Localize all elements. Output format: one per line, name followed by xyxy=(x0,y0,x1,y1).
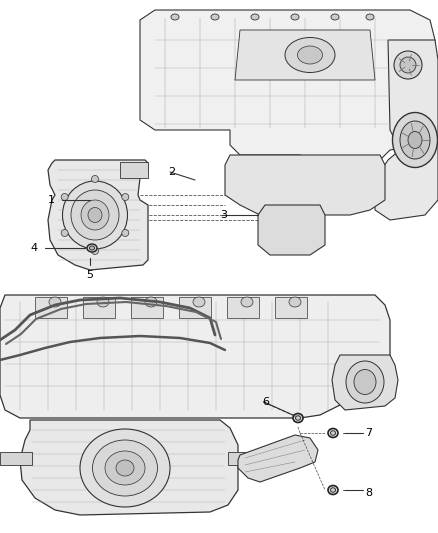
Ellipse shape xyxy=(331,14,339,20)
Ellipse shape xyxy=(63,181,127,249)
Ellipse shape xyxy=(193,297,205,307)
Ellipse shape xyxy=(105,451,145,485)
Ellipse shape xyxy=(289,297,301,307)
Polygon shape xyxy=(275,297,307,318)
Ellipse shape xyxy=(241,297,253,307)
Ellipse shape xyxy=(92,440,158,496)
Ellipse shape xyxy=(61,193,68,200)
Ellipse shape xyxy=(296,416,300,420)
Polygon shape xyxy=(131,297,163,318)
Ellipse shape xyxy=(328,486,338,495)
Ellipse shape xyxy=(88,207,102,222)
Ellipse shape xyxy=(400,57,416,73)
Ellipse shape xyxy=(366,14,374,20)
Ellipse shape xyxy=(297,46,322,64)
Ellipse shape xyxy=(92,247,99,254)
Ellipse shape xyxy=(394,51,422,79)
Text: 3: 3 xyxy=(220,210,227,220)
Polygon shape xyxy=(375,40,438,220)
Text: 6: 6 xyxy=(262,397,269,407)
Polygon shape xyxy=(332,355,398,410)
Ellipse shape xyxy=(285,37,335,72)
Polygon shape xyxy=(0,295,390,418)
Ellipse shape xyxy=(97,297,109,307)
Ellipse shape xyxy=(92,175,99,182)
Ellipse shape xyxy=(293,414,303,423)
Polygon shape xyxy=(225,155,385,215)
Ellipse shape xyxy=(80,429,170,507)
Polygon shape xyxy=(227,297,259,318)
Text: 7: 7 xyxy=(365,428,372,438)
Ellipse shape xyxy=(122,230,129,237)
Polygon shape xyxy=(235,30,375,80)
Ellipse shape xyxy=(145,297,157,307)
Ellipse shape xyxy=(291,14,299,20)
Text: 2: 2 xyxy=(168,167,175,177)
Polygon shape xyxy=(179,297,211,318)
Text: 4: 4 xyxy=(31,243,38,253)
Text: 8: 8 xyxy=(365,488,372,498)
Ellipse shape xyxy=(122,193,129,200)
Ellipse shape xyxy=(331,431,336,435)
Ellipse shape xyxy=(87,244,97,252)
Ellipse shape xyxy=(71,190,119,240)
Ellipse shape xyxy=(89,246,95,250)
Polygon shape xyxy=(35,297,67,318)
Text: 1: 1 xyxy=(48,195,55,205)
Ellipse shape xyxy=(81,200,109,230)
Ellipse shape xyxy=(354,369,376,394)
Text: 5: 5 xyxy=(86,270,93,280)
Ellipse shape xyxy=(49,297,61,307)
Ellipse shape xyxy=(346,361,384,403)
Ellipse shape xyxy=(211,14,219,20)
Polygon shape xyxy=(258,205,325,255)
Ellipse shape xyxy=(331,488,336,492)
Polygon shape xyxy=(48,160,148,270)
Ellipse shape xyxy=(400,121,430,159)
Polygon shape xyxy=(228,452,260,465)
Polygon shape xyxy=(140,10,435,165)
Ellipse shape xyxy=(61,230,68,237)
Polygon shape xyxy=(120,162,148,178)
Ellipse shape xyxy=(328,429,338,438)
Ellipse shape xyxy=(392,112,438,167)
Ellipse shape xyxy=(251,14,259,20)
Polygon shape xyxy=(238,435,318,482)
Ellipse shape xyxy=(116,460,134,476)
Ellipse shape xyxy=(408,132,422,149)
Polygon shape xyxy=(83,297,115,318)
Polygon shape xyxy=(0,452,32,465)
Polygon shape xyxy=(20,420,238,515)
Ellipse shape xyxy=(171,14,179,20)
